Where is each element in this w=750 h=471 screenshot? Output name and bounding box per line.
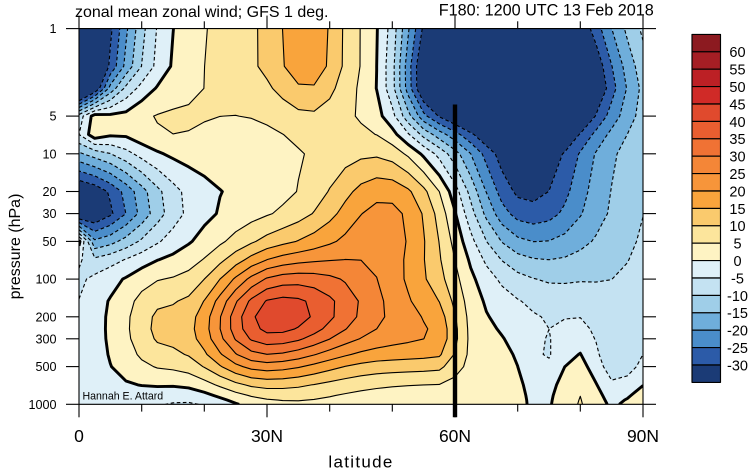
svg-text:60N: 60N bbox=[439, 426, 471, 446]
svg-text:30: 30 bbox=[729, 150, 745, 166]
svg-text:1000: 1000 bbox=[28, 398, 56, 412]
svg-text:5: 5 bbox=[733, 237, 741, 253]
svg-text:latitude: latitude bbox=[328, 452, 393, 471]
svg-text:50: 50 bbox=[729, 80, 745, 96]
svg-text:55: 55 bbox=[729, 63, 745, 79]
svg-text:30: 30 bbox=[42, 207, 56, 221]
svg-text:-10: -10 bbox=[727, 289, 748, 305]
svg-text:0: 0 bbox=[74, 426, 84, 446]
svg-text:10: 10 bbox=[42, 147, 56, 161]
svg-text:zonal mean zonal wind; GFS 1 d: zonal mean zonal wind; GFS 1 deg. bbox=[75, 4, 328, 21]
svg-text:0: 0 bbox=[733, 254, 741, 270]
svg-text:Hannah E. Attard: Hannah E. Attard bbox=[83, 391, 164, 403]
svg-text:50: 50 bbox=[42, 235, 56, 249]
svg-text:15: 15 bbox=[729, 202, 745, 218]
svg-text:45: 45 bbox=[729, 97, 745, 113]
svg-text:-5: -5 bbox=[731, 271, 744, 287]
svg-text:F180: 1200 UTC 13 Feb 2018: F180: 1200 UTC 13 Feb 2018 bbox=[439, 2, 654, 20]
svg-text:35: 35 bbox=[729, 132, 745, 148]
svg-text:300: 300 bbox=[35, 332, 56, 346]
svg-text:40: 40 bbox=[729, 115, 745, 131]
svg-text:60: 60 bbox=[729, 45, 745, 61]
svg-text:-30: -30 bbox=[727, 358, 748, 374]
svg-text:200: 200 bbox=[35, 310, 56, 324]
svg-text:90N: 90N bbox=[627, 426, 659, 446]
svg-text:1: 1 bbox=[49, 22, 56, 36]
svg-text:-20: -20 bbox=[727, 324, 748, 340]
svg-text:5: 5 bbox=[49, 110, 56, 124]
svg-text:-25: -25 bbox=[727, 341, 748, 357]
svg-text:pressure (hPa): pressure (hPa) bbox=[7, 194, 24, 300]
svg-text:25: 25 bbox=[729, 167, 745, 183]
svg-text:30N: 30N bbox=[251, 426, 283, 446]
svg-text:10: 10 bbox=[729, 219, 745, 235]
svg-text:20: 20 bbox=[729, 184, 745, 200]
svg-text:500: 500 bbox=[35, 360, 56, 374]
svg-text:100: 100 bbox=[35, 273, 56, 287]
svg-text:-15: -15 bbox=[727, 306, 748, 322]
svg-text:20: 20 bbox=[42, 185, 56, 199]
